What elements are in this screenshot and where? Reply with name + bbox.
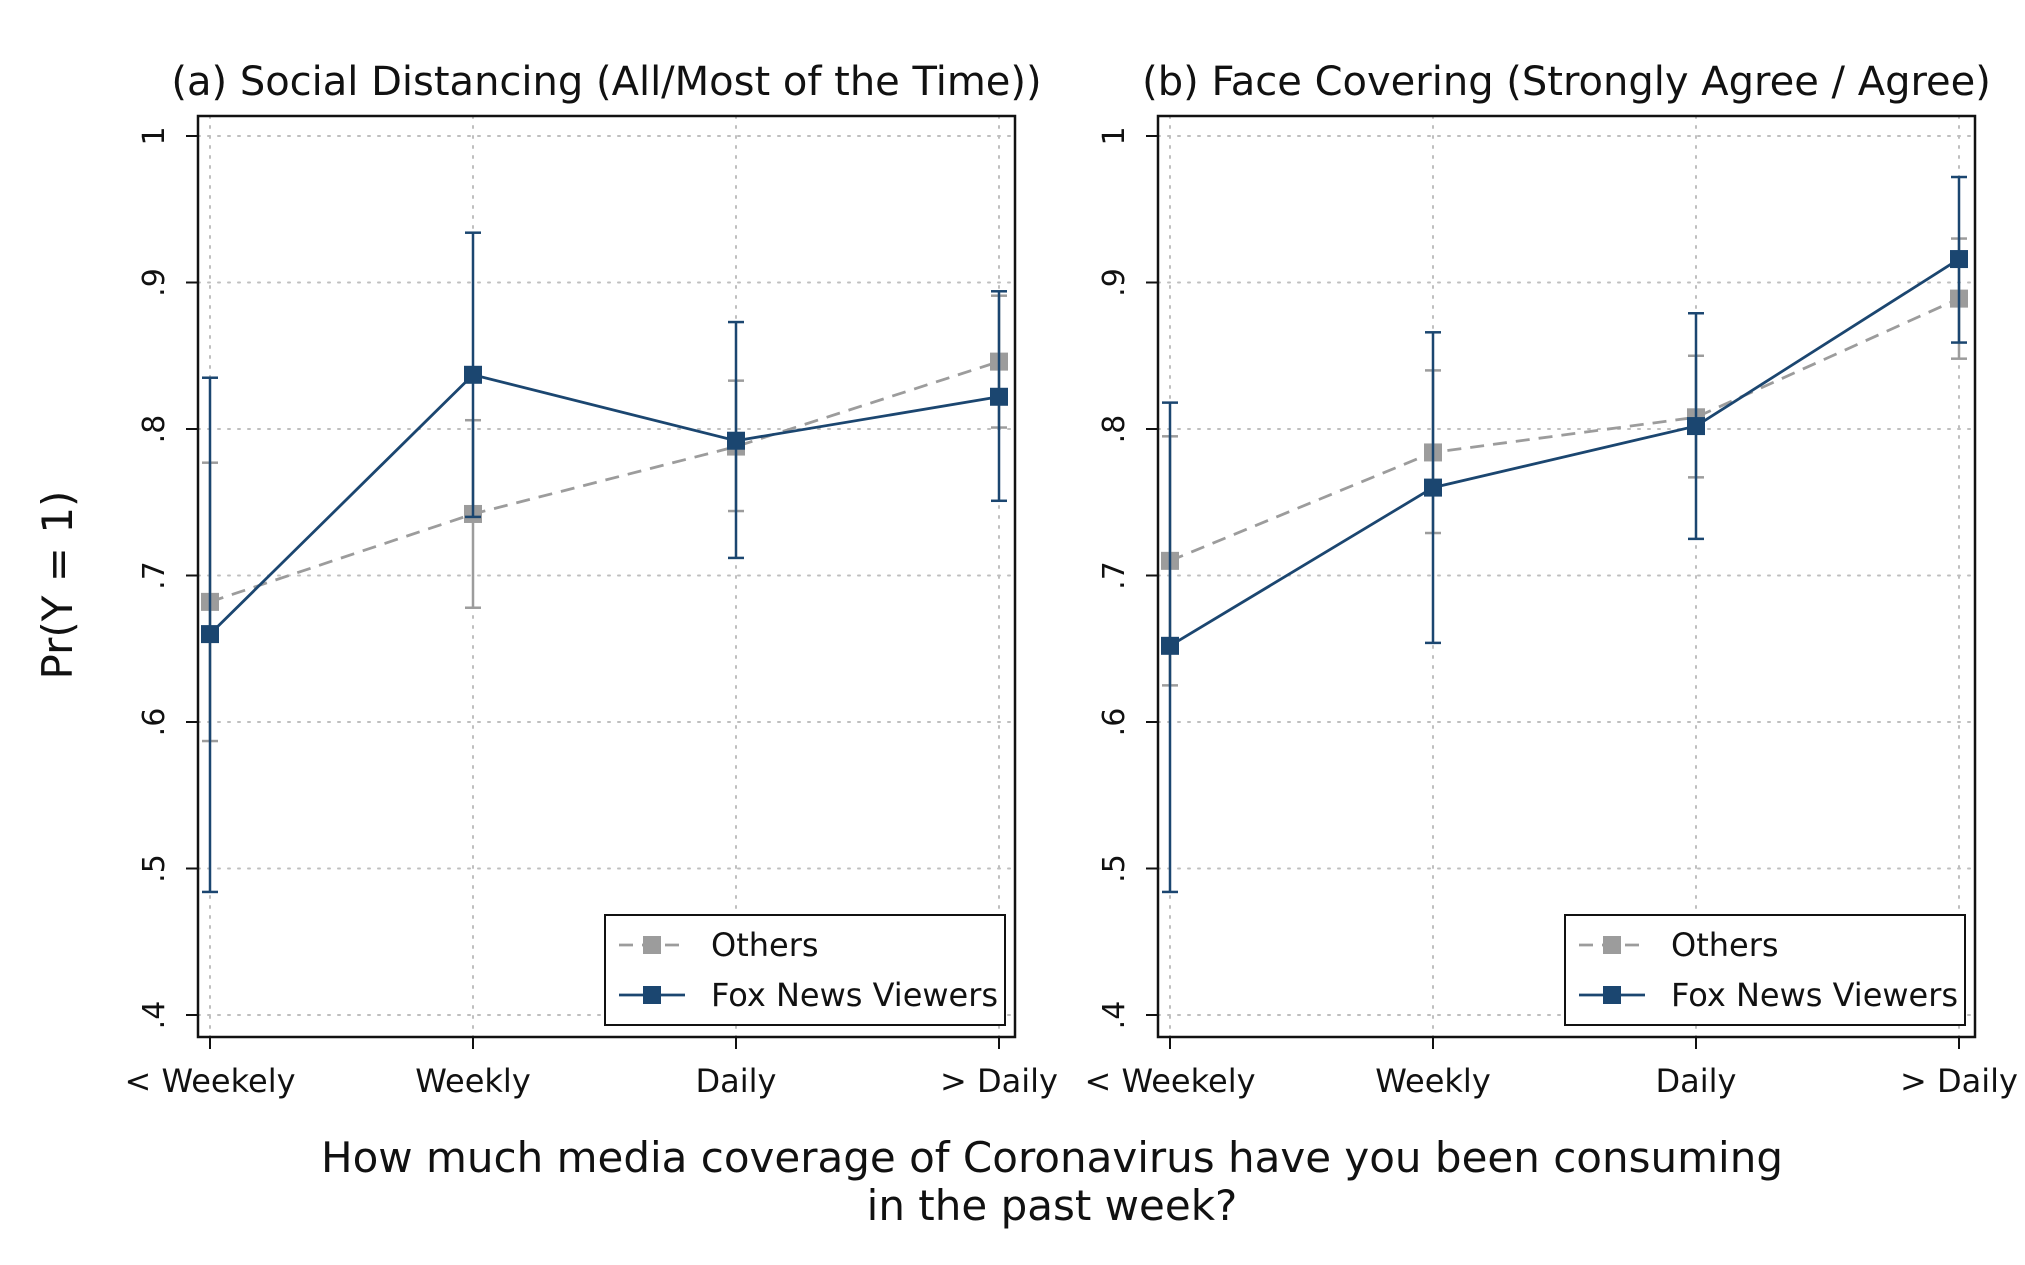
x-tick-label: Daily <box>696 1062 777 1100</box>
plot-frame <box>196 114 1017 1039</box>
fox-news-viewers-series-line <box>1169 257 1960 648</box>
fox-news-viewers-point <box>1424 478 1442 497</box>
y-tick-label: .8 <box>1097 415 1132 444</box>
y-tick-label: .9 <box>1097 268 1132 297</box>
y-axis-label: Pr(Y = 1) <box>33 491 82 680</box>
legend-label-others: Others <box>1671 926 1779 964</box>
x-tick-label: Weekly <box>415 1062 531 1100</box>
y-tick-label: .5 <box>137 854 172 883</box>
fox-news-viewers-point <box>201 625 219 644</box>
legend-label-fox-news-viewers: Fox News Viewers <box>1671 976 1958 1014</box>
legend-marker-others <box>1603 936 1621 954</box>
x-tick-label: Weekly <box>1375 1062 1491 1100</box>
x-tick-label: > Daily <box>1900 1062 2018 1100</box>
panel-social-distancing: (a) Social Distancing (All/Most of the T… <box>124 59 1057 1100</box>
fox-news-viewers-series-line <box>209 373 1000 636</box>
y-tick-label: 1 <box>1097 126 1132 145</box>
y-tick-label: .6 <box>137 708 172 737</box>
legend-marker-fox-news-viewers <box>643 986 661 1004</box>
others-series-line <box>1169 297 1960 563</box>
y-tick-label: .9 <box>137 268 172 297</box>
y-tick-label: .7 <box>137 561 172 590</box>
fox-news-viewers-point <box>727 431 745 450</box>
fox-news-viewers-point <box>1161 636 1179 655</box>
x-axis-label-line1: How much media coverage of Coronavirus h… <box>321 1133 1783 1182</box>
legend-marker-others <box>643 936 661 954</box>
y-tick-label: .4 <box>1097 1001 1132 1030</box>
fox-news-viewers-point <box>990 387 1008 406</box>
y-tick-label: .8 <box>137 415 172 444</box>
x-tick-label: < Weekely <box>124 1062 295 1100</box>
panel-title: (a) Social Distancing (All/Most of the T… <box>171 59 1041 105</box>
panel-face-covering: (b) Face Covering (Strongly Agree / Agre… <box>1084 59 2017 1100</box>
legend-label-others: Others <box>711 926 819 964</box>
y-tick-label: .7 <box>1097 561 1132 590</box>
x-tick-label: < Weekely <box>1084 1062 1255 1100</box>
x-axis-label-line2: in the past week? <box>867 1181 1238 1230</box>
fox-news-viewers-point <box>1687 417 1705 436</box>
legend-box <box>604 914 1006 1026</box>
fox-news-viewers-point <box>1950 250 1968 269</box>
x-tick-label: > Daily <box>940 1062 1058 1100</box>
legend-marker-fox-news-viewers <box>1603 986 1621 1004</box>
legend-label-fox-news-viewers: Fox News Viewers <box>711 976 998 1014</box>
y-tick-label: .4 <box>137 1001 172 1030</box>
legend-box <box>1564 914 1966 1026</box>
y-tick-label: .5 <box>1097 854 1132 883</box>
panel-title: (b) Face Covering (Strongly Agree / Agre… <box>1142 59 1991 105</box>
y-tick-label: .6 <box>1097 708 1132 737</box>
fox-news-viewers-point <box>464 365 482 384</box>
x-tick-label: Daily <box>1656 1062 1737 1100</box>
y-tick-label: 1 <box>137 126 172 145</box>
others-series-line <box>209 360 1000 604</box>
plot-frame <box>1156 114 1977 1039</box>
